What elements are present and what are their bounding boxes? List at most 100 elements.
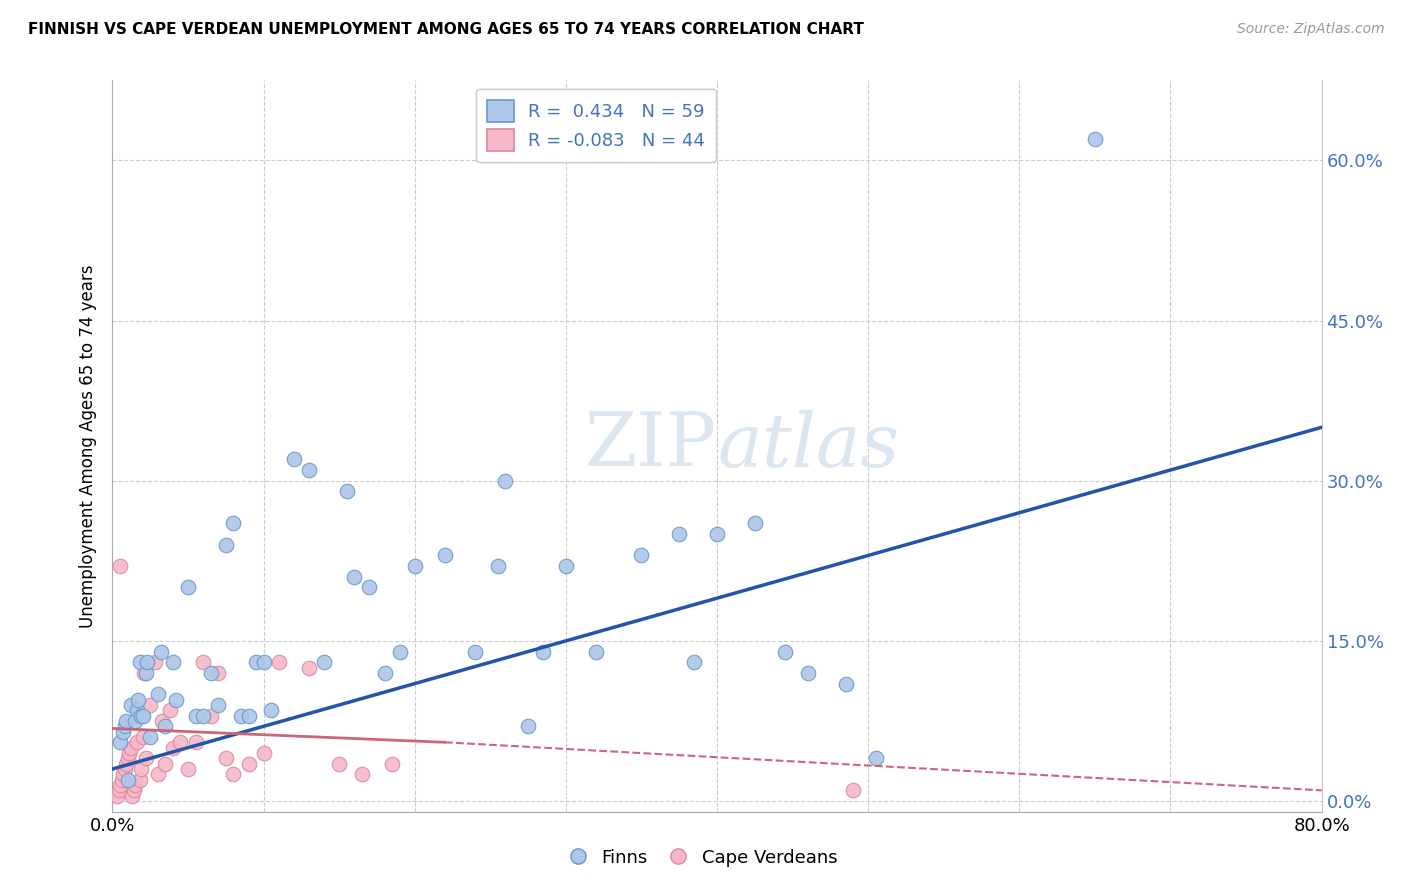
Legend: Finns, Cape Verdeans: Finns, Cape Verdeans [561,841,845,874]
Point [177,762,200,776]
Text: ZIP: ZIP [585,409,717,483]
Point [253,746,276,760]
Point [238,708,260,723]
Point [222,767,245,781]
Point [184,708,207,723]
Point [215,538,238,552]
Point [865,751,887,765]
Point [110,772,132,787]
Point [177,581,200,595]
Point [143,655,166,669]
Point [121,789,143,803]
Point [683,655,706,669]
Point [108,778,131,792]
Point [283,452,305,467]
Point [267,655,290,669]
Point [165,692,187,706]
Point [115,756,138,771]
Point [149,644,172,658]
Point [124,714,146,728]
Point [706,527,728,541]
Point [245,655,267,669]
Point [127,692,149,706]
Point [162,740,184,755]
Point [773,644,796,658]
Point [129,708,152,723]
Point [298,660,321,674]
Point [115,714,138,728]
Point [229,708,252,723]
Point [162,655,184,669]
Point [107,783,129,797]
Point [314,655,336,669]
Point [486,559,509,574]
Point [127,708,149,723]
Point [238,756,260,771]
Point [146,687,169,701]
Point [128,772,150,787]
Point [139,698,162,712]
Point [139,730,162,744]
Point [585,644,607,658]
Point [298,463,321,477]
Point [374,665,396,680]
Point [125,735,148,749]
Legend: R =  0.434   N = 59, R = -0.083   N = 44: R = 0.434 N = 59, R = -0.083 N = 44 [477,89,716,162]
Point [842,783,865,797]
Point [215,751,238,765]
Point [668,527,690,541]
Point [433,549,456,563]
Point [207,665,229,680]
Point [122,783,145,797]
Point [112,767,135,781]
Point [554,559,576,574]
Text: Source: ZipAtlas.com: Source: ZipAtlas.com [1237,22,1385,37]
Point [136,655,159,669]
Point [359,581,381,595]
Point [328,756,350,771]
Point [222,516,245,531]
Point [169,735,191,749]
Text: FINNISH VS CAPE VERDEAN UNEMPLOYMENT AMONG AGES 65 TO 74 YEARS CORRELATION CHART: FINNISH VS CAPE VERDEAN UNEMPLOYMENT AMO… [28,22,865,37]
Point [135,751,157,765]
Point [118,746,141,760]
Point [129,762,152,776]
Point [388,644,411,658]
Point [464,644,486,658]
Point [132,730,155,744]
Y-axis label: Unemployment Among Ages 65 to 74 years: Unemployment Among Ages 65 to 74 years [79,264,97,628]
Point [124,778,146,792]
Point [117,751,139,765]
Point [253,655,276,669]
Point [105,789,128,803]
Point [495,474,517,488]
Point [343,570,366,584]
Point [108,559,131,574]
Point [200,665,222,680]
Point [159,703,181,717]
Point [120,698,142,712]
Point [744,516,766,531]
Point [112,724,135,739]
Point [191,708,214,723]
Point [207,698,229,712]
Point [350,767,373,781]
Point [404,559,426,574]
Point [120,740,142,755]
Point [517,719,540,733]
Point [150,714,173,728]
Point [155,719,177,733]
Point [135,665,157,680]
Point [134,665,156,680]
Point [117,772,139,787]
Point [1084,132,1107,146]
Point [834,676,856,690]
Point [114,762,136,776]
Point [146,767,169,781]
Point [200,708,222,723]
Point [114,719,136,733]
Point [125,703,148,717]
Point [630,549,652,563]
Point [132,708,155,723]
Point [128,655,150,669]
